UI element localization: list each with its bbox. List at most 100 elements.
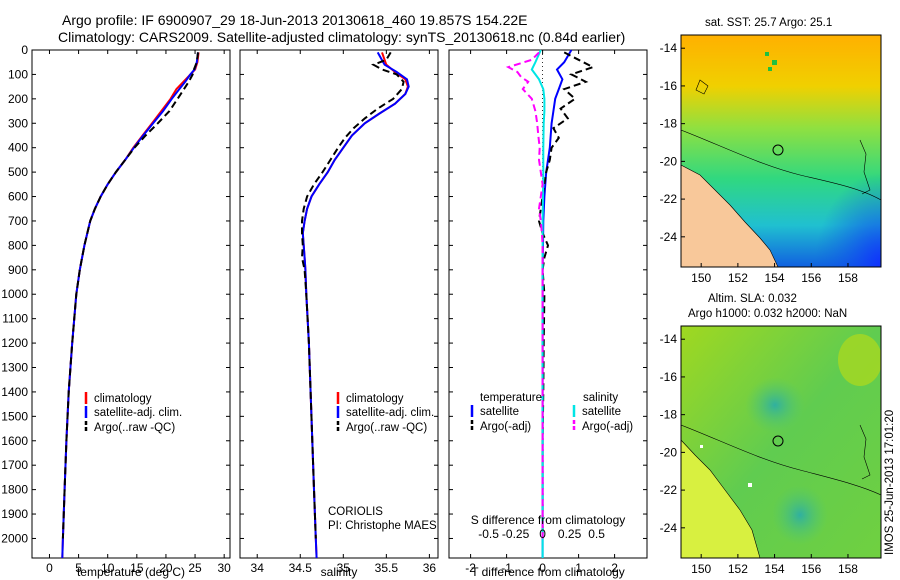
salinity-series-satellite-adj-clim bbox=[303, 52, 409, 558]
salinity-difference-ticks: -0.5 -0.25 0 0.25 0.5 bbox=[478, 527, 605, 541]
salinity-difference-tick-label: -0.25 bbox=[502, 527, 530, 541]
depth-tick-label: 500 bbox=[8, 165, 28, 179]
lon-tick-label: 150 bbox=[691, 271, 711, 285]
lon-tick-label: 154 bbox=[765, 562, 785, 576]
salinity-chart: 34 34.5 35 35.5 36 bbox=[251, 50, 437, 575]
salinity-x-tick-label: 35.5 bbox=[375, 561, 399, 575]
legend-label-t-argo: Argo(-adj) bbox=[480, 421, 531, 433]
lon-tick-label: 152 bbox=[728, 271, 748, 285]
sla-map-title-2: Argo h1000: 0.032 h2000: NaN bbox=[688, 308, 847, 320]
depth-tick-label: 100 bbox=[8, 67, 28, 81]
difference-legend: temperature salinity satellite Argo(-adj… bbox=[472, 392, 633, 433]
lat-tick-label: -18 bbox=[660, 408, 678, 422]
temperature-xlabel: temperature (deg C) bbox=[77, 565, 185, 579]
salinity-x-tick-label: 36 bbox=[423, 561, 437, 575]
legend-label-satellite: satellite-adj. clim. bbox=[94, 407, 182, 419]
depth-tick-label: 1900 bbox=[1, 507, 28, 521]
depth-tick-label: 700 bbox=[8, 214, 28, 228]
sst-map-title: sat. SST: 25.7 Argo: 25.1 bbox=[705, 17, 832, 29]
differences-series-t-satellite bbox=[543, 50, 572, 558]
legend-label-argo: Argo(..raw -QC) bbox=[346, 422, 427, 434]
lat-tick-label: -16 bbox=[660, 79, 678, 93]
figure: Argo profile: IF 6900907_29 18-Jun-2013 … bbox=[0, 0, 900, 580]
depth-tick-label: 1200 bbox=[1, 336, 28, 350]
legend-label-climatology: climatology bbox=[94, 393, 152, 405]
depth-tick-label: 1000 bbox=[1, 287, 28, 301]
sla-map bbox=[681, 326, 882, 558]
depth-tick-label: 600 bbox=[8, 190, 28, 204]
salinity-difference-tick-label: 0.25 bbox=[558, 527, 582, 541]
legend-label-s-satellite: satellite bbox=[582, 406, 621, 418]
data-center-label: CORIOLIS bbox=[328, 506, 383, 518]
depth-tick-label: 300 bbox=[8, 116, 28, 130]
salinity-panel-frame bbox=[240, 50, 438, 558]
lat-tick-label: -14 bbox=[660, 41, 678, 55]
lat-tick-label: -14 bbox=[660, 332, 678, 346]
legend-label-argo: Argo(..raw -QC) bbox=[94, 422, 175, 434]
salinity-difference-tick-label: 0.5 bbox=[588, 527, 605, 541]
sst-map bbox=[681, 35, 881, 267]
difference-chart: -2 -1 0 1 2 bbox=[465, 50, 618, 575]
legend-label-climatology: climatology bbox=[346, 393, 404, 405]
difference-xlabel-temperature: T difference from climatology bbox=[471, 565, 625, 579]
legend-label-t-satellite: satellite bbox=[480, 406, 519, 418]
temperature-series-climatology bbox=[62, 52, 198, 558]
difference-panel-frame bbox=[449, 50, 647, 558]
sla-feature bbox=[700, 445, 703, 448]
depth-axis: 0 100 200 300 400 500 600 700 800 900 1000 1100 1200… bbox=[1, 43, 647, 545]
sst-feature bbox=[765, 52, 769, 56]
sst-cold-region bbox=[770, 110, 881, 267]
depth-tick-label: 900 bbox=[8, 263, 28, 277]
lat-tick-label: -22 bbox=[660, 192, 678, 206]
lat-tick-label: -22 bbox=[660, 483, 678, 497]
lon-tick-label: 156 bbox=[801, 271, 821, 285]
depth-tick-label: 400 bbox=[8, 141, 28, 155]
lon-tick-label: 154 bbox=[765, 271, 785, 285]
temperature-series-argo-raw-qc bbox=[63, 52, 198, 538]
differences-series-s-argo-adj bbox=[508, 52, 542, 538]
legend-label-s-argo: Argo(-adj) bbox=[582, 421, 633, 433]
salinity-xlabel: salinity bbox=[321, 565, 358, 579]
lon-tick-label: 150 bbox=[691, 562, 711, 576]
temperature-panel-frame bbox=[32, 50, 230, 558]
lat-tick-label: -24 bbox=[660, 230, 678, 244]
salinity-legend: climatology satellite-adj. clim. Argo(..… bbox=[338, 392, 434, 434]
depth-tick-label: 800 bbox=[8, 238, 28, 252]
lon-tick-label: 158 bbox=[838, 562, 858, 576]
depth-tick-label: 1700 bbox=[1, 458, 28, 472]
depth-tick-label: 1600 bbox=[1, 434, 28, 448]
differences-series-t-argo-adj bbox=[539, 52, 593, 538]
lat-tick-label: -20 bbox=[660, 154, 678, 168]
pi-label: PI: Christophe MAES bbox=[328, 520, 437, 532]
sla-eddy bbox=[745, 377, 805, 433]
temperature-chart: 0 5 10 15 20 25 30 bbox=[46, 50, 231, 575]
lon-tick-label: 152 bbox=[728, 562, 748, 576]
header-line-2: Climatology: CARS2009. Satellite-adjuste… bbox=[58, 29, 625, 45]
depth-tick-label: 1500 bbox=[1, 409, 28, 423]
lat-tick-label: -18 bbox=[660, 117, 678, 131]
temperature-x-tick-label: 0 bbox=[46, 561, 53, 575]
temperature-x-tick-label: 25 bbox=[188, 561, 202, 575]
header-line-1: Argo profile: IF 6900907_29 18-Jun-2013 … bbox=[62, 12, 528, 28]
depth-tick-label: 1100 bbox=[2, 312, 28, 326]
sst-feature bbox=[772, 60, 777, 65]
depth-tick-label: 1800 bbox=[1, 483, 28, 497]
depth-tick-label: 1400 bbox=[1, 385, 28, 399]
salinity-x-tick-label: 34.5 bbox=[289, 561, 313, 575]
depth-tick-label: 1300 bbox=[1, 361, 28, 375]
salinity-series-climatology bbox=[303, 52, 408, 558]
depth-tick-label: 200 bbox=[8, 92, 28, 106]
salinity-series-argo-raw-qc bbox=[302, 52, 404, 538]
lat-tick-label: -20 bbox=[660, 445, 678, 459]
temperature-series-satellite-adj-clim bbox=[62, 52, 198, 558]
lat-tick-label: -24 bbox=[660, 521, 678, 535]
difference-xlabel-salinity: S difference from climatology bbox=[471, 513, 626, 527]
depth-tick-label: 0 bbox=[21, 43, 28, 57]
sla-high bbox=[838, 334, 882, 386]
sla-feature bbox=[748, 483, 752, 487]
temperature-legend: climatology satellite-adj. clim. Argo(..… bbox=[86, 392, 182, 434]
lat-tick-label: -16 bbox=[660, 370, 678, 384]
sla-map-title-1: Altim. SLA: 0.032 bbox=[708, 293, 797, 305]
depth-tick-label: 2000 bbox=[1, 531, 28, 545]
lon-tick-label: 158 bbox=[838, 271, 858, 285]
